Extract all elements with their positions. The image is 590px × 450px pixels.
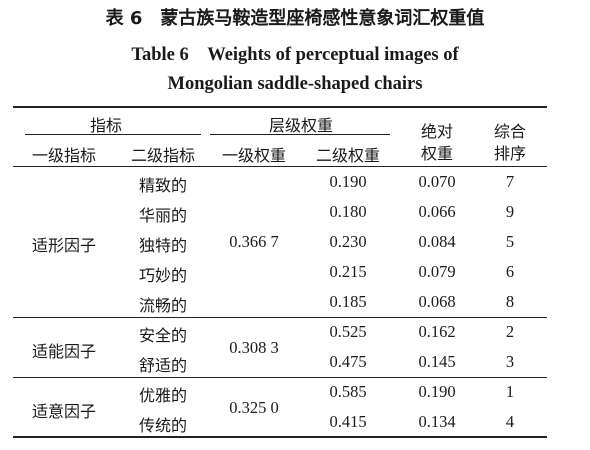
second-weight-value: 0.415 (329, 412, 367, 431)
term: 巧妙的 (138, 266, 188, 285)
absolute-weight-value: 0.066 (418, 202, 456, 221)
term: 安全的 (138, 326, 188, 345)
rank-value: 2 (505, 322, 515, 341)
first-weight-value: 0.366 7 (229, 232, 279, 251)
absolute-weight-value: 0.190 (418, 382, 456, 401)
header-indicator: 指标 (89, 116, 123, 135)
absolute-weight-value: 0.134 (418, 412, 456, 431)
term: 独特的 (138, 236, 188, 255)
absolute-weight-value: 0.079 (418, 262, 456, 281)
rank-value: 3 (505, 352, 515, 371)
rank-value: 9 (505, 202, 515, 221)
weights-table: 指标 层级权重 绝对 权重 综合 排序 一级指标 二级指标 一级权重 二级权重 … (13, 106, 547, 438)
second-weight-value: 0.180 (329, 202, 367, 221)
factor-label: 适能因子 (31, 342, 97, 361)
group-rule (13, 317, 547, 318)
header-rank-1: 综合 (493, 122, 527, 141)
absolute-weight-value: 0.068 (418, 292, 456, 311)
header-first-weight: 一级权重 (221, 146, 287, 165)
header-rank-2: 排序 (493, 144, 527, 163)
table-caption-en-line1: Table 6 Weights of perceptual images of (131, 45, 459, 65)
bottom-rule (13, 436, 547, 438)
rank-value: 7 (505, 172, 515, 191)
header-abs-weight-2: 权重 (420, 144, 454, 163)
indicator-subrule (25, 134, 201, 135)
header-rule (13, 166, 547, 167)
table-caption-en-line2: Mongolian saddle-shaped chairs (167, 74, 423, 94)
table-caption-cn: 表 6 蒙古族马鞍造型座椅感性意象词汇权重值 (105, 8, 485, 29)
header-first-level: 一级指标 (31, 146, 97, 165)
term: 传统的 (138, 416, 188, 435)
first-weight-value: 0.308 3 (229, 338, 279, 357)
rank-value: 6 (505, 262, 515, 281)
second-weight-value: 0.215 (329, 262, 367, 281)
weight-subrule (210, 134, 390, 135)
group-rule (13, 377, 547, 378)
rank-value: 1 (505, 382, 515, 401)
factor-label: 适形因子 (31, 236, 97, 255)
header-hier-weight: 层级权重 (268, 116, 334, 135)
term: 精致的 (138, 176, 188, 195)
second-weight-value: 0.185 (329, 292, 367, 311)
absolute-weight-value: 0.084 (418, 232, 456, 251)
rank-value: 5 (505, 232, 515, 251)
rank-value: 4 (505, 412, 515, 431)
header-second-weight: 二级权重 (315, 146, 381, 165)
first-weight-value: 0.325 0 (229, 398, 279, 417)
top-rule (13, 106, 547, 108)
term: 舒适的 (138, 356, 188, 375)
second-weight-value: 0.525 (329, 322, 367, 341)
term: 流畅的 (138, 296, 188, 315)
second-weight-value: 0.585 (329, 382, 367, 401)
rank-value: 8 (505, 292, 515, 311)
term: 华丽的 (138, 206, 188, 225)
header-second-level: 二级指标 (130, 146, 196, 165)
absolute-weight-value: 0.162 (418, 322, 456, 341)
term: 优雅的 (138, 386, 188, 405)
absolute-weight-value: 0.070 (418, 172, 456, 191)
second-weight-value: 0.475 (329, 352, 367, 371)
second-weight-value: 0.230 (329, 232, 367, 251)
header-abs-weight-1: 绝对 (420, 122, 454, 141)
second-weight-value: 0.190 (329, 172, 367, 191)
factor-label: 适意因子 (31, 402, 97, 421)
absolute-weight-value: 0.145 (418, 352, 456, 371)
